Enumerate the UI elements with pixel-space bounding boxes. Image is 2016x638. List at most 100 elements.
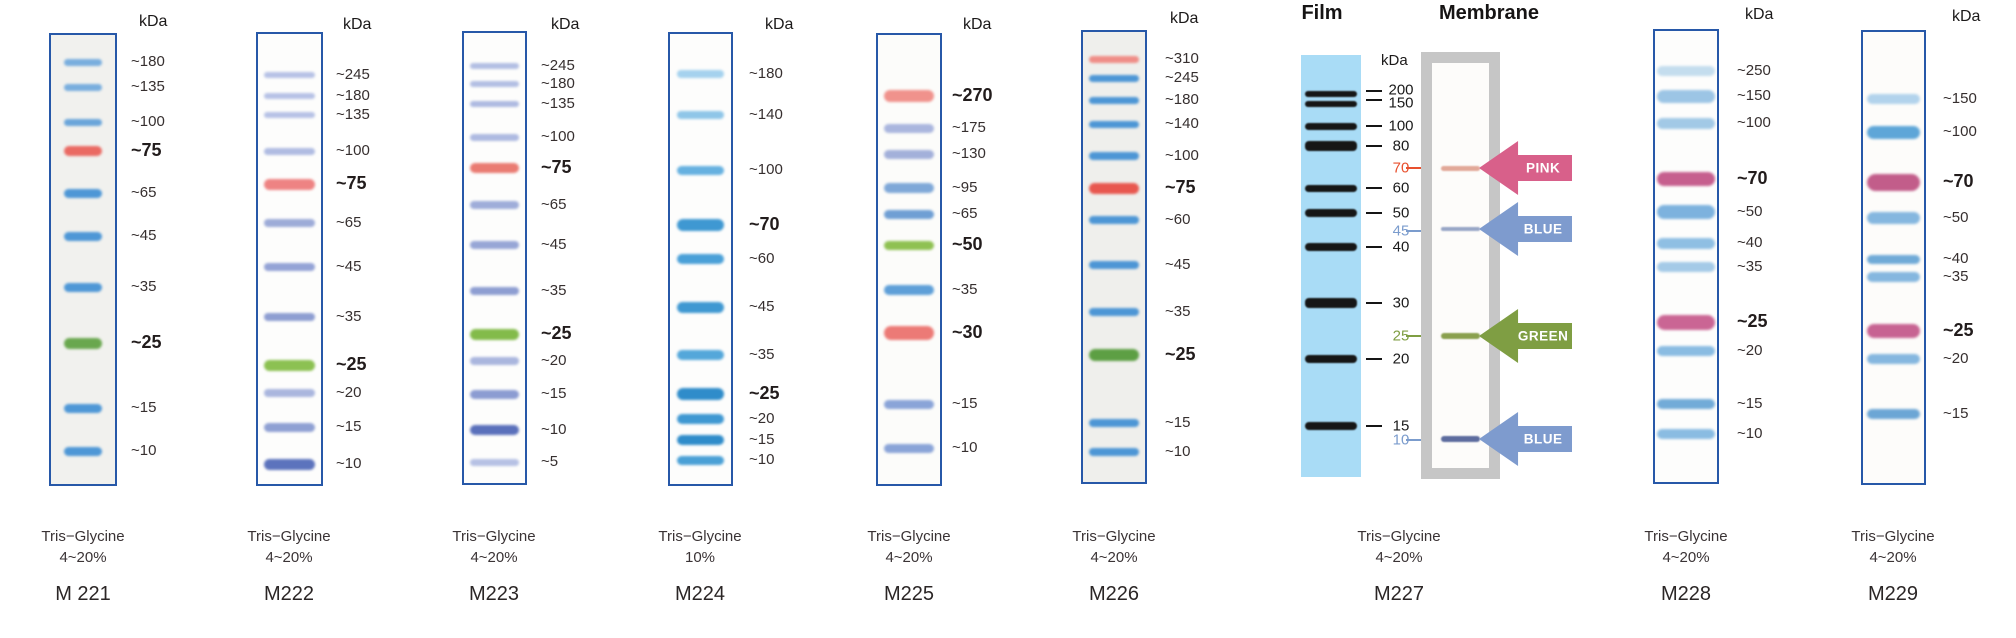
band-label-m224-70: ~70 <box>749 214 780 235</box>
band-m226-75 <box>1089 182 1139 194</box>
product-code-m227: M227 <box>1373 583 1425 605</box>
gel-type-caption-m226: Tris−Glycine 4~20% <box>1072 526 1155 568</box>
band-m222-10 <box>264 458 315 470</box>
band-label-m229-70: ~70 <box>1943 171 1974 192</box>
band-m221-10 <box>64 446 102 456</box>
band-label-m224-180: ~180 <box>749 65 783 83</box>
band-m223-65 <box>470 201 519 209</box>
band-label-m222-245: ~245 <box>336 66 370 84</box>
band-m228-250 <box>1657 66 1715 76</box>
band-label-m223-135: ~135 <box>541 95 575 113</box>
band-m226-310 <box>1089 55 1139 63</box>
band-label-m229-20: ~20 <box>1943 350 1969 368</box>
gel-percent-label: 4~20% <box>885 549 933 566</box>
band-m225-270 <box>884 90 934 102</box>
band-label-m228-150: ~150 <box>1737 87 1771 105</box>
band-m226-45 <box>1089 261 1139 269</box>
kda-unit-label-m228: kDa <box>1745 6 1774 23</box>
gel-lane-m222 <box>256 32 323 486</box>
kda-unit-label-m223: kDa <box>551 16 580 33</box>
kda-unit-label-m226: kDa <box>1170 10 1199 27</box>
band-label-m221-100: ~100 <box>131 113 165 131</box>
band-label-m226-35: ~35 <box>1165 303 1191 321</box>
membrane-band-70 <box>1441 165 1480 171</box>
band-m222-15 <box>264 422 315 432</box>
kda-unit-label-m225: kDa <box>963 16 992 33</box>
band-m224-100 <box>677 165 724 175</box>
gel-chemistry-label: Tris−Glycine <box>452 528 536 545</box>
band-label-m225-175: ~175 <box>952 119 986 137</box>
gel-type-caption-m221: Tris−Glycine 4~20% <box>41 526 124 568</box>
band-label-m224-20: ~20 <box>749 410 775 428</box>
band-m222-75 <box>264 178 315 190</box>
film-band-20 <box>1305 355 1357 363</box>
band-m229-20 <box>1867 354 1920 364</box>
band-label-m221-15: ~15 <box>131 399 157 417</box>
gel-chemistry-label: Tris−Glycine <box>867 528 951 545</box>
band-label-m225-35: ~35 <box>952 281 978 299</box>
band-m229-50 <box>1867 212 1920 224</box>
band-m224-15 <box>677 435 724 445</box>
gel-chemistry-label: Tris−Glycine <box>41 528 125 545</box>
band-m221-135 <box>64 83 102 91</box>
band-label-m221-180: ~180 <box>131 53 165 71</box>
band-label-m222-100: ~100 <box>336 142 370 160</box>
band-label-m226-10: ~10 <box>1165 443 1191 461</box>
kda-unit-label-m227: kDa <box>1381 52 1408 69</box>
scale-tick-70 <box>1406 167 1421 169</box>
band-m228-20 <box>1657 346 1715 356</box>
band-label-m221-65: ~65 <box>131 184 157 202</box>
band-label-m222-135: ~135 <box>336 106 370 124</box>
band-m222-135 <box>264 112 315 118</box>
film-band-100 <box>1305 122 1357 130</box>
band-label-m229-40: ~40 <box>1943 250 1969 268</box>
band-label-m229-50: ~50 <box>1943 209 1969 227</box>
band-m229-15 <box>1867 409 1920 419</box>
scale-tick-100 <box>1366 125 1382 127</box>
band-m224-25 <box>677 388 724 400</box>
band-m228-100 <box>1657 117 1715 129</box>
product-code-m223: M223 <box>468 583 520 605</box>
band-label-m222-180: ~180 <box>336 87 370 105</box>
product-code-m228: M228 <box>1660 583 1712 605</box>
band-m223-75 <box>470 163 519 173</box>
band-m221-45 <box>64 231 102 241</box>
scale-tick-60 <box>1366 187 1382 189</box>
band-m221-100 <box>64 118 102 126</box>
band-label-m226-25: ~25 <box>1165 344 1196 365</box>
band-label-m222-15: ~15 <box>336 418 362 436</box>
gel-chemistry-label: Tris−Glycine <box>658 528 742 545</box>
band-label-m224-60: ~60 <box>749 250 775 268</box>
product-code-m221: M 221 <box>55 583 111 605</box>
band-label-m222-35: ~35 <box>336 308 362 326</box>
film-band-60 <box>1305 184 1357 192</box>
band-label-m224-45: ~45 <box>749 298 775 316</box>
scale-label-10: 10 <box>1392 431 1410 449</box>
band-label-m223-15: ~15 <box>541 385 567 403</box>
band-m228-10 <box>1657 429 1715 439</box>
gel-lane-m221 <box>49 33 117 486</box>
band-m228-70 <box>1657 172 1715 186</box>
band-label-m223-5: ~5 <box>541 453 559 471</box>
band-m222-25 <box>264 359 315 371</box>
band-m222-20 <box>264 389 315 397</box>
band-m224-35 <box>677 350 724 360</box>
band-label-m228-250: ~250 <box>1737 62 1771 80</box>
band-label-m223-65: ~65 <box>541 196 567 214</box>
band-m221-75 <box>64 146 102 156</box>
band-label-m228-35: ~35 <box>1737 258 1763 276</box>
band-label-m228-15: ~15 <box>1737 395 1763 413</box>
band-m222-35 <box>264 313 315 321</box>
band-m228-35 <box>1657 262 1715 272</box>
band-label-m221-135: ~135 <box>131 78 165 96</box>
band-label-m224-100: ~100 <box>749 161 783 179</box>
scale-tick-150 <box>1366 99 1382 101</box>
gel-chemistry-label: Tris−Glycine <box>1644 528 1728 545</box>
band-m221-35 <box>64 282 102 292</box>
gel-percent-label: 4~20% <box>1869 549 1917 566</box>
band-label-m224-140: ~140 <box>749 106 783 124</box>
band-label-m223-10: ~10 <box>541 421 567 439</box>
band-label-m224-10: ~10 <box>749 451 775 469</box>
kda-unit-label-m224: kDa <box>765 16 794 33</box>
band-label-m225-10: ~10 <box>952 439 978 457</box>
